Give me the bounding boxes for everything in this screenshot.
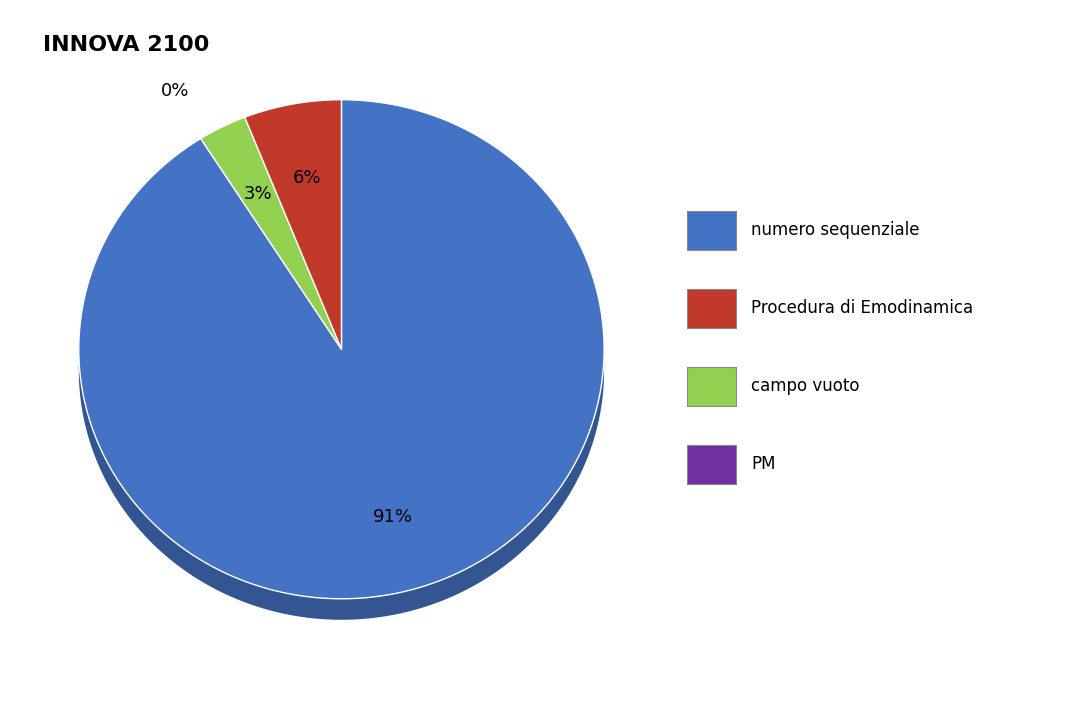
Text: 3%: 3% — [244, 184, 272, 203]
FancyBboxPatch shape — [687, 289, 736, 328]
FancyBboxPatch shape — [687, 367, 736, 406]
Text: 91%: 91% — [373, 508, 413, 526]
FancyBboxPatch shape — [687, 445, 736, 484]
Text: numero sequenziale: numero sequenziale — [751, 221, 919, 240]
Text: Procedura di Emodinamica: Procedura di Emodinamica — [751, 299, 973, 318]
FancyBboxPatch shape — [687, 211, 736, 250]
Text: 0%: 0% — [162, 82, 190, 100]
Polygon shape — [79, 100, 604, 599]
Text: 6%: 6% — [293, 169, 321, 186]
Text: PM: PM — [751, 455, 776, 474]
Polygon shape — [245, 100, 341, 350]
Polygon shape — [79, 350, 604, 620]
Text: INNOVA 2100: INNOVA 2100 — [43, 35, 209, 55]
Text: campo vuoto: campo vuoto — [751, 377, 860, 396]
Polygon shape — [201, 117, 341, 350]
